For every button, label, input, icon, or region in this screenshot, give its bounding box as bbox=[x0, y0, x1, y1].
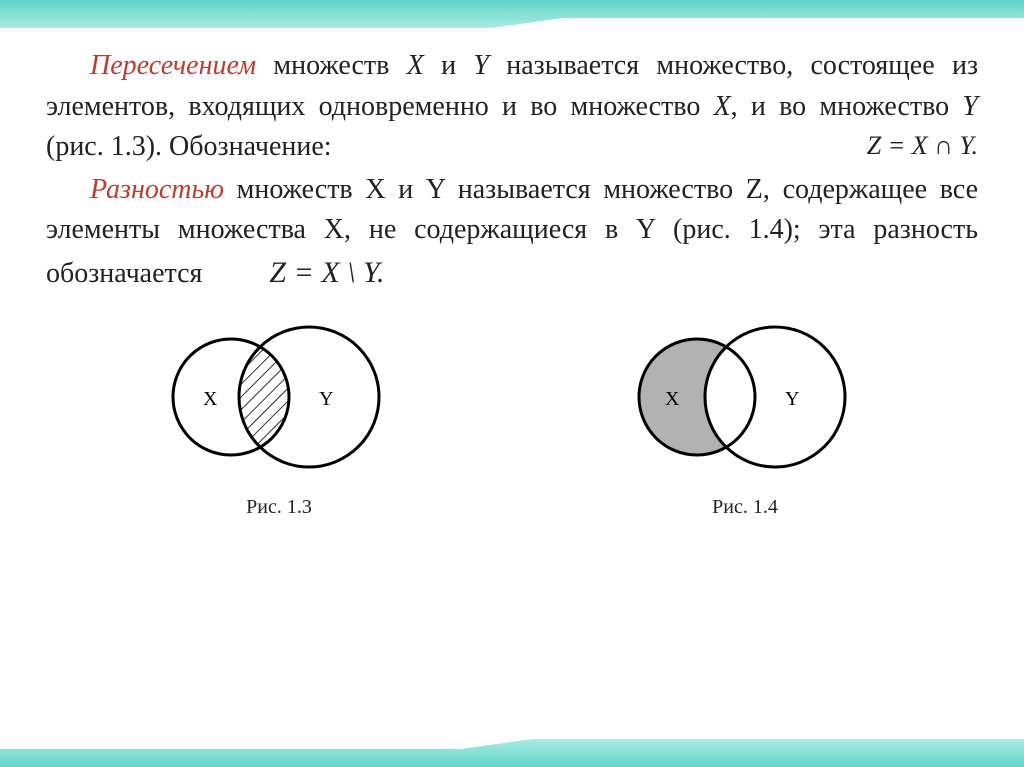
venn-difference: X Y bbox=[625, 313, 865, 483]
slide-accent-bottom bbox=[0, 739, 1024, 767]
var-x: X bbox=[407, 50, 424, 81]
notation-difference: Z = X \ Y. bbox=[269, 256, 384, 289]
notation-intersection: Z = X ∩ Y. bbox=[823, 127, 978, 165]
term-intersection: Пересечением bbox=[90, 50, 256, 81]
caption-1-3: Рис. 1.3 bbox=[159, 496, 399, 519]
paragraph-intersection: Пересечением множеств X и Y называется м… bbox=[46, 46, 978, 168]
var-y: Y bbox=[473, 50, 489, 81]
var-x: X bbox=[714, 91, 731, 122]
var-y: Y bbox=[962, 91, 978, 122]
figures-row: X Y Рис. 1.3 X Y Рис. 1.4 bbox=[46, 313, 978, 519]
label-y: Y bbox=[319, 388, 333, 410]
label-x: X bbox=[203, 388, 218, 410]
figure-1-3: X Y Рис. 1.3 bbox=[159, 313, 399, 519]
caption-1-4: Рис. 1.4 bbox=[625, 496, 865, 519]
text: (рис. 1.3). Обозначение: bbox=[46, 131, 332, 162]
text: и bbox=[424, 50, 474, 81]
label-x: X bbox=[665, 388, 680, 410]
text: , и во множество bbox=[731, 91, 963, 122]
slide-accent-top bbox=[0, 0, 1024, 28]
figure-1-4: X Y Рис. 1.4 bbox=[625, 313, 865, 519]
slide-content: Пересечением множеств X и Y называется м… bbox=[46, 46, 978, 519]
paragraph-difference: Разностью множеств X и Y называется множ… bbox=[46, 170, 978, 295]
term-difference: Разностью bbox=[90, 174, 224, 205]
venn-intersection: X Y bbox=[159, 313, 399, 483]
text: множеств bbox=[256, 50, 407, 81]
label-y: Y bbox=[785, 388, 799, 410]
